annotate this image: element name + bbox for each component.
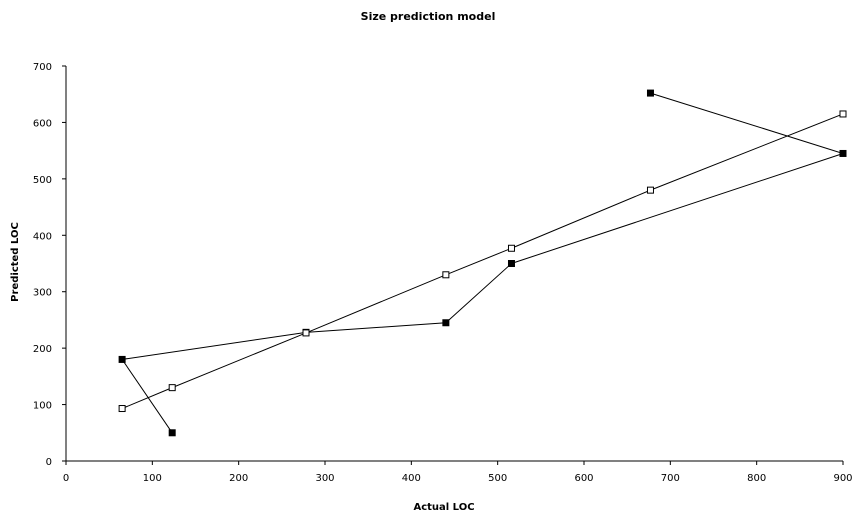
y-tick-label: 500 <box>33 175 52 186</box>
data-point <box>507 244 515 252</box>
chart-title: Size prediction model <box>361 10 496 23</box>
x-tick-label: 600 <box>574 473 593 484</box>
series-line <box>121 92 845 434</box>
y-tick-label: 400 <box>33 231 52 242</box>
axes: 0 100 200 300 400 500 600 700 800 900 0 100 200 300 40… <box>33 62 853 484</box>
x-tick-label: 100 <box>143 473 162 484</box>
x-tick-label: 900 <box>833 473 852 484</box>
data-point <box>442 271 450 279</box>
x-axis-label: Actual LOC <box>413 502 474 513</box>
data-point <box>646 186 654 194</box>
x-tick-label: 500 <box>488 473 507 484</box>
series-layer <box>118 89 847 437</box>
series-1 <box>118 89 847 437</box>
x-tick-label: 0 <box>63 473 69 484</box>
y-tick-label: 600 <box>33 118 52 129</box>
y-tick-label: 100 <box>33 401 52 412</box>
x-tick-label: 800 <box>747 473 766 484</box>
data-point <box>302 329 310 337</box>
y-tick-label: 0 <box>46 457 52 468</box>
series-2 <box>118 110 847 413</box>
x-tick-label: 700 <box>661 473 680 484</box>
y-tick-label: 700 <box>33 62 52 73</box>
y-tick-label: 300 <box>33 288 52 299</box>
y-tick-label: 200 <box>33 344 52 355</box>
data-point <box>839 149 847 157</box>
data-point <box>168 429 176 437</box>
x-tick-label: 200 <box>229 473 248 484</box>
y-axis-label: Predicted LOC <box>10 222 21 302</box>
data-point <box>442 319 450 327</box>
data-point <box>839 110 847 118</box>
series-line <box>121 113 844 409</box>
data-point <box>118 355 126 363</box>
x-tick-label: 300 <box>315 473 334 484</box>
x-tick-label: 400 <box>402 473 421 484</box>
data-point <box>507 260 515 267</box>
data-point <box>168 384 176 392</box>
data-point <box>118 405 126 413</box>
data-point <box>646 89 654 97</box>
